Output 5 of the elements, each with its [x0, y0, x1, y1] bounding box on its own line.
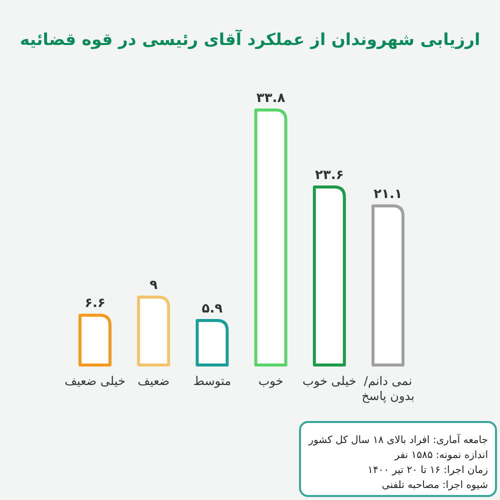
annotation: اندازه نمونه: ۱۵۸۵ نفر [394, 450, 488, 461]
title: ارزیابی شهروندان از عملکرد آقای رئیسی در قوه قضائیه [20, 30, 480, 49]
annotation: شیوه اجرا: مصاحبه تلفنی [382, 480, 488, 491]
annotation: جامعه آماری: افراد بالای ۱۸ سال کل کشور [308, 435, 488, 446]
annotation: زمان اجرا: ۱۶ تا ۲۰ تیر ۱۴۰۰ [368, 465, 488, 476]
